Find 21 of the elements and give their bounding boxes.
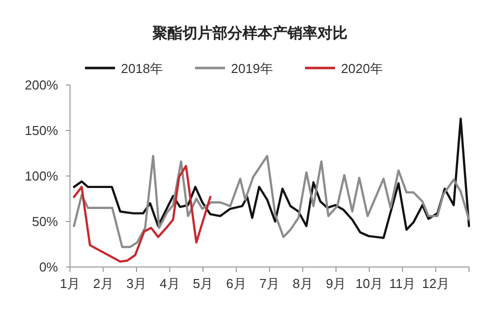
x-tick-label: 7月 xyxy=(259,276,280,291)
y-tick-label: 0% xyxy=(39,260,58,274)
x-tick-label: 11月 xyxy=(389,276,416,291)
legend-label: 2018年 xyxy=(121,61,163,76)
y-tick-label: 200% xyxy=(24,78,58,92)
x-tick-label: 4月 xyxy=(160,276,180,291)
x-tick-label: 10月 xyxy=(356,276,383,291)
x-tick-label: 12月 xyxy=(422,276,450,291)
x-tick-label: 9月 xyxy=(326,276,346,291)
y-tick-label: 50% xyxy=(32,214,58,229)
legend-label: 2020年 xyxy=(341,61,383,76)
legend-label: 2019年 xyxy=(231,61,273,76)
y-tick-label: 150% xyxy=(24,123,58,138)
x-tick-label: 2月 xyxy=(93,276,114,291)
x-tick-label: 3月 xyxy=(126,276,147,291)
x-tick-label: 1月 xyxy=(60,276,80,291)
x-tick-label: 5月 xyxy=(192,276,214,291)
chart-title: 聚酯切片部分样本产销率对比 xyxy=(152,24,348,42)
x-tick-label: 8月 xyxy=(292,276,313,291)
y-tick-label: 100% xyxy=(24,168,58,184)
x-tick-label: 6月 xyxy=(226,276,246,291)
